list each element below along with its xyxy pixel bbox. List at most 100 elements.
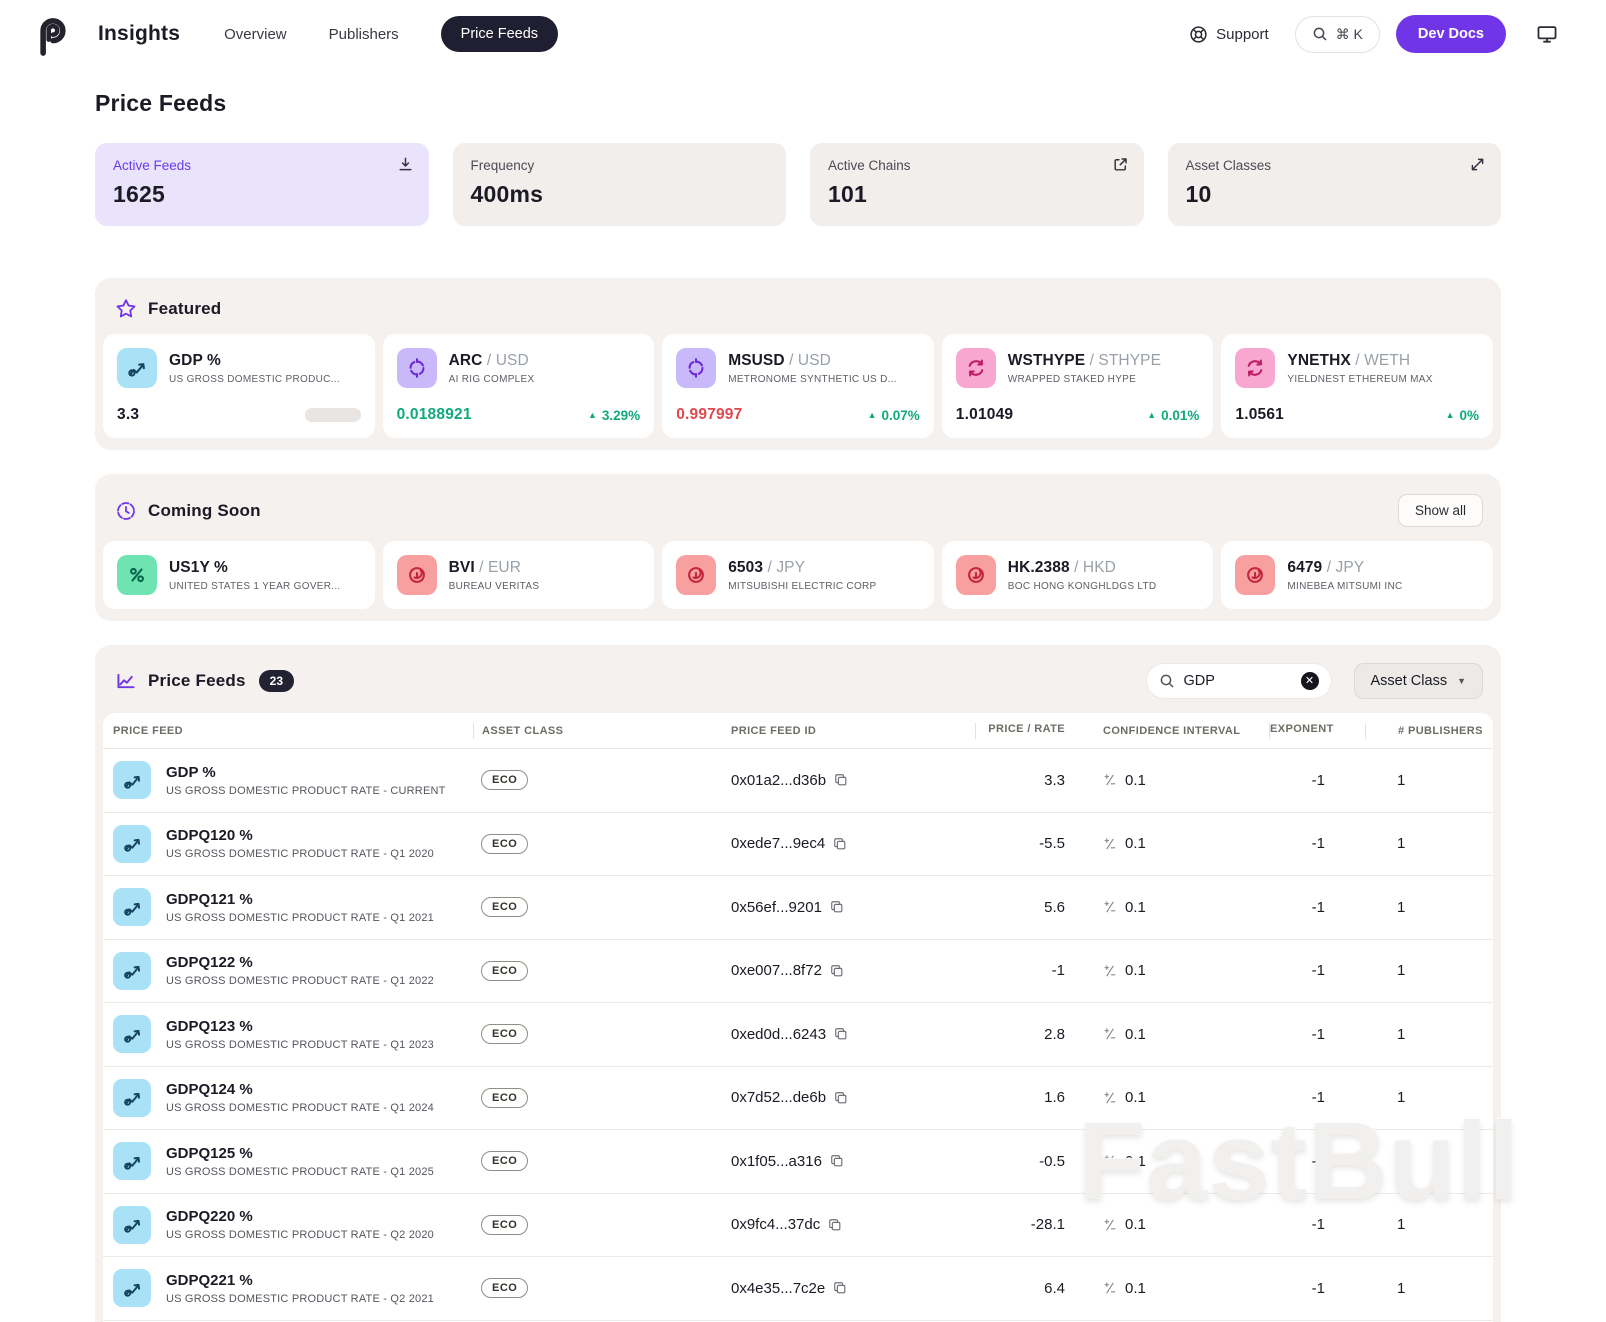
featured-feed-card[interactable]: ARC / USD AI RIG COMPLEX 0.0188921 ▲ 3.29…: [382, 334, 655, 438]
table-header-row: PRICE FEED ASSET CLASS PRICE FEED ID PRI…: [103, 713, 1493, 749]
global-search-button[interactable]: ⌘ K: [1294, 15, 1380, 53]
table-row[interactable]: GDPQ125 % US GROSS DOMESTIC PRODUCT RATE…: [103, 1130, 1493, 1194]
feed-name: GDPQ122 %: [166, 954, 253, 972]
feed-symbol: 6503 / JPY: [728, 558, 806, 576]
expand-icon[interactable]: [1469, 156, 1486, 173]
table-row[interactable]: GDPQ121 % US GROSS DOMESTIC PRODUCT RATE…: [103, 876, 1493, 940]
coming-soon-section: Coming Soon Show all: [95, 474, 1501, 621]
results-count-badge: 23: [258, 670, 295, 692]
col-confidence-interval: CONFIDENCE INTERVAL: [1103, 724, 1241, 737]
featured-feed-card[interactable]: MSUSD / USD METRONOME SYNTHETIC US D... …: [662, 334, 934, 438]
stat-label: Asset Classes: [1185, 158, 1272, 173]
asset-icon: [955, 555, 996, 595]
asset-class-badge: ECO: [481, 897, 529, 918]
asset-class-badge: ECO: [481, 1024, 529, 1045]
table-row[interactable]: GDPQ122 % US GROSS DOMESTIC PRODUCT RATE…: [103, 940, 1493, 1003]
star-icon: [116, 299, 136, 318]
up-arrow-icon: ▲: [587, 410, 597, 420]
copy-icon[interactable]: [830, 1154, 844, 1168]
eco-feed-icon: [113, 1205, 151, 1244]
table-row[interactable]: GDP % US GROSS DOMESTIC PRODUCT RATE - C…: [103, 749, 1493, 813]
feed-symbol: MSUSD / USD: [728, 351, 831, 369]
table-row[interactable]: GDPQ124 % US GROSS DOMESTIC PRODUCT RATE…: [103, 1067, 1493, 1130]
asset-class-filter[interactable]: Asset Class ▼: [1353, 663, 1483, 699]
table-row[interactable]: GDPQ220 % US GROSS DOMESTIC PRODUCT RATE…: [103, 1194, 1493, 1257]
feed-change: ▲ 0%: [1445, 407, 1479, 423]
nav-item-publishers[interactable]: Publishers: [328, 25, 399, 43]
copy-icon[interactable]: [830, 900, 844, 914]
coming-soon-feed-card[interactable]: BVI / EUR BUREAU VERITAS: [382, 541, 655, 609]
copy-icon[interactable]: [834, 1027, 848, 1041]
coming-soon-feed-card[interactable]: HK.2388 / HKD BOC HONG KONGHLDGS LTD: [941, 541, 1214, 609]
display-toggle-button[interactable]: [1536, 23, 1558, 45]
external-link-icon[interactable]: [1112, 156, 1129, 173]
plus-minus-icon: [1103, 773, 1117, 787]
confidence-value: 0.1: [1125, 962, 1146, 980]
eco-feed-icon: [113, 1269, 151, 1308]
exponent-value: -1: [1311, 1089, 1325, 1107]
feed-description: US GROSS DOMESTIC PRODUCT RATE - Q1 2025: [166, 1165, 434, 1178]
publishers-count: 1: [1397, 1025, 1406, 1043]
copy-icon[interactable]: [834, 1091, 848, 1105]
featured-title: Featured: [148, 299, 222, 318]
show-all-button[interactable]: Show all: [1397, 494, 1483, 527]
eco-feed-icon: [113, 888, 151, 927]
publishers-count: 1: [1397, 898, 1406, 916]
feed-price: 1.01049: [955, 406, 1014, 423]
featured-feed-card[interactable]: YNETHX / WETH YIELDNEST ETHEREUM MAX 1.0…: [1221, 334, 1493, 438]
nav-item-price-feeds-active[interactable]: Price Feeds: [440, 16, 559, 52]
publishers-count: 1: [1397, 962, 1406, 980]
clear-search-icon[interactable]: ✕: [1300, 672, 1319, 690]
feed-description: AI RIG COMPLEX: [448, 373, 535, 385]
copy-icon[interactable]: [830, 964, 844, 978]
copy-icon[interactable]: [833, 1281, 847, 1295]
publishers-count: 1: [1397, 1089, 1406, 1107]
featured-feed-card[interactable]: GDP % US GROSS DOMESTIC PRODUC... 3.3 ▲: [103, 334, 375, 438]
plus-minus-icon: [1103, 1281, 1117, 1295]
plus-minus-icon: [1103, 837, 1117, 851]
price-rate-value: -0.5: [1039, 1152, 1065, 1170]
stat-card-active-feeds: Active Feeds 1625: [95, 143, 429, 226]
price-rate-value: 3.3: [1044, 771, 1065, 789]
download-icon[interactable]: [397, 156, 414, 173]
copy-icon[interactable]: [833, 837, 847, 851]
copy-icon[interactable]: [834, 773, 848, 787]
featured-feed-card[interactable]: WSTHYPE / STHYPE WRAPPED STAKED HYPE 1.0…: [941, 334, 1214, 438]
loading-skeleton: [304, 408, 361, 422]
feed-description: UNITED STATES 1 YEAR GOVER...: [169, 580, 341, 592]
table-row[interactable]: GDPQ120 % US GROSS DOMESTIC PRODUCT RATE…: [103, 813, 1493, 876]
feed-name: GDPQ124 %: [166, 1081, 253, 1099]
search-shortcut: ⌘ K: [1335, 25, 1363, 42]
dev-docs-button[interactable]: Dev Docs: [1395, 15, 1506, 53]
support-button[interactable]: Support: [1189, 25, 1269, 44]
pyth-logo-icon[interactable]: [30, 11, 72, 57]
feed-change: ▲ 3.29%: [587, 407, 641, 423]
feed-description: US GROSS DOMESTIC PRODUCT RATE - Q2 2021: [166, 1292, 434, 1305]
chevron-down-icon: ▼: [1457, 676, 1466, 686]
nav-item-overview[interactable]: Overview: [224, 25, 287, 43]
copy-icon[interactable]: [828, 1218, 842, 1232]
feed-price: 0.0188921: [396, 406, 472, 423]
stat-value: 400ms: [470, 181, 544, 207]
eco-feed-icon: [113, 1142, 151, 1181]
asset-icon: [676, 555, 717, 595]
feed-price: 1.0561: [1235, 406, 1284, 423]
feed-change: ▲ 0.07%: [867, 407, 920, 423]
stat-card-active-chains: Active Chains 101: [810, 143, 1144, 226]
confidence-value: 0.1: [1125, 771, 1146, 789]
table-row[interactable]: GDPQ123 % US GROSS DOMESTIC PRODUCT RATE…: [103, 1003, 1493, 1067]
table-row[interactable]: GDPQ221 % US GROSS DOMESTIC PRODUCT RATE…: [103, 1257, 1493, 1321]
price-feed-id: 0x4e35...7c2e: [731, 1279, 826, 1297]
line-chart-icon: [117, 673, 135, 689]
exponent-value: -1: [1311, 1152, 1325, 1170]
search-input[interactable]: [1183, 673, 1294, 689]
coming-soon-feed-card[interactable]: 6503 / JPY MITSUBISHI ELECTRIC CORP: [662, 541, 934, 609]
coming-soon-feed-card[interactable]: 6479 / JPY MINEBEA MITSUMI INC: [1221, 541, 1493, 609]
coming-soon-feed-card[interactable]: US1Y % UNITED STATES 1 YEAR GOVER...: [103, 541, 375, 609]
feed-description: US GROSS DOMESTIC PRODUC...: [169, 373, 340, 385]
confidence-value: 0.1: [1125, 898, 1146, 916]
coming-soon-title: Coming Soon: [148, 500, 261, 520]
feed-price: 3.3: [117, 406, 140, 423]
price-feed-id: 0x56ef...9201: [731, 898, 822, 916]
